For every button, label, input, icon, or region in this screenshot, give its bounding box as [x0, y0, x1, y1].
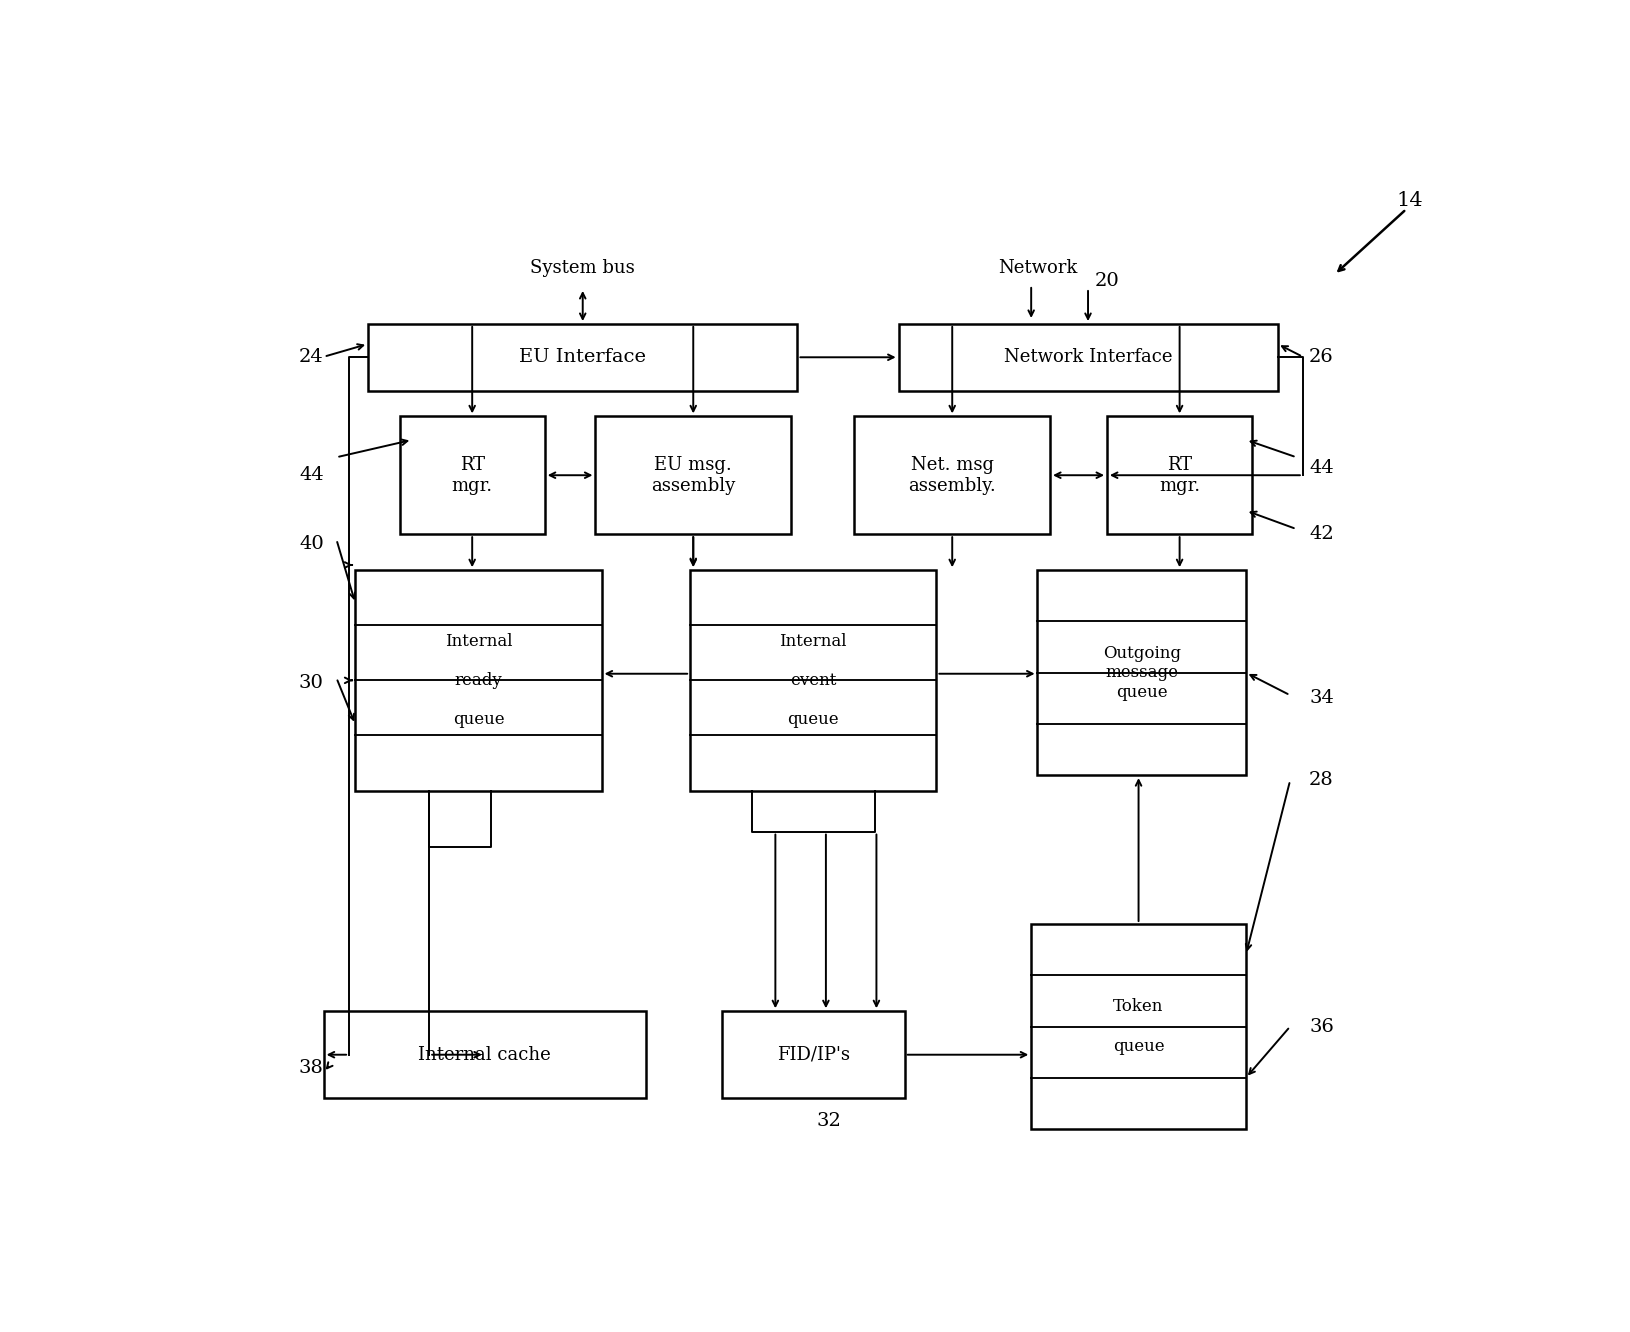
- Text: 42: 42: [1309, 525, 1333, 543]
- Text: 38: 38: [298, 1059, 324, 1076]
- Text: Net. msg
assembly.: Net. msg assembly.: [908, 456, 996, 494]
- Text: 34: 34: [1309, 689, 1333, 707]
- Text: Outgoing
message
queue: Outgoing message queue: [1104, 645, 1180, 701]
- Text: Internal

ready

queue: Internal ready queue: [445, 633, 512, 729]
- Text: 32: 32: [817, 1112, 841, 1130]
- Bar: [689, 570, 936, 791]
- Bar: [399, 416, 544, 534]
- Bar: [722, 1011, 905, 1099]
- Text: Internal

event

queue: Internal event queue: [779, 633, 848, 729]
- Bar: [368, 324, 797, 390]
- Bar: [1107, 416, 1252, 534]
- Text: Network: Network: [998, 258, 1077, 277]
- Bar: [1037, 570, 1245, 775]
- Text: RT
mgr.: RT mgr.: [452, 456, 492, 494]
- Bar: [324, 1011, 645, 1099]
- Text: FID/IP's: FID/IP's: [778, 1046, 849, 1064]
- Text: 24: 24: [298, 348, 324, 366]
- Bar: [898, 324, 1278, 390]
- Text: 44: 44: [1309, 458, 1333, 477]
- Text: Internal cache: Internal cache: [419, 1046, 551, 1064]
- Text: Token

queue: Token queue: [1113, 999, 1164, 1055]
- Text: EU Interface: EU Interface: [520, 348, 645, 366]
- Text: System bus: System bus: [530, 258, 636, 277]
- Text: 28: 28: [1309, 771, 1333, 790]
- Text: 44: 44: [298, 466, 324, 484]
- Text: 14: 14: [1397, 192, 1423, 210]
- Text: 40: 40: [298, 535, 324, 554]
- Text: 26: 26: [1309, 348, 1333, 366]
- Bar: [854, 416, 1050, 534]
- Text: RT
mgr.: RT mgr.: [1159, 456, 1200, 494]
- Bar: [355, 570, 601, 791]
- Text: 20: 20: [1094, 272, 1120, 290]
- Text: Network Interface: Network Interface: [1004, 348, 1172, 366]
- Text: EU msg.
assembly: EU msg. assembly: [650, 456, 735, 494]
- Text: 30: 30: [298, 674, 324, 691]
- Text: 36: 36: [1309, 1018, 1333, 1035]
- Bar: [1032, 924, 1245, 1130]
- Bar: [595, 416, 791, 534]
